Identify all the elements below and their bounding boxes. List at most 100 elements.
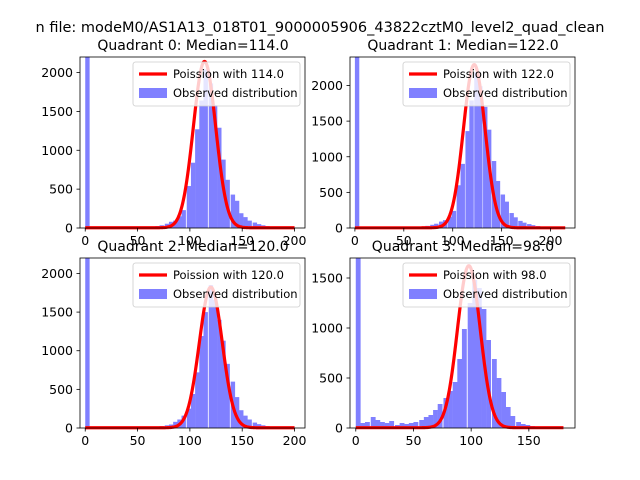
histogram-bar [354, 57, 360, 228]
histogram-bar [456, 185, 462, 228]
y-tick-label: 1000 [311, 149, 343, 164]
chart-legend: Poission with 98.0 Observed distribution [402, 262, 571, 308]
histogram-bar [239, 213, 244, 228]
y-tick-label: 1000 [41, 343, 73, 358]
histogram-bar [513, 217, 518, 228]
histogram-bar [433, 410, 438, 428]
histogram-bar [505, 407, 511, 428]
histogram-bar [186, 186, 192, 228]
y-tick-label: 0 [335, 421, 343, 436]
x-tick-label: 0 [351, 233, 359, 248]
histogram-bar [478, 86, 483, 229]
x-tick-label: 150 [230, 233, 254, 248]
histogram-bar [452, 382, 458, 428]
histogram-bar [85, 258, 90, 428]
y-tick-label: 1500 [41, 305, 73, 320]
histogram-bar [256, 224, 262, 228]
histogram-bar [252, 422, 258, 428]
histogram-bar [203, 312, 208, 428]
histogram-bar [181, 210, 186, 228]
y-tick-label: 2000 [41, 65, 73, 80]
legend-frame [402, 61, 571, 107]
histogram-bar [384, 423, 390, 428]
histogram-bar [85, 57, 90, 228]
legend-label-observed: Observed distribution [173, 287, 298, 301]
y-tick-label: 500 [319, 371, 343, 386]
histogram-bar [380, 422, 385, 428]
histogram-bar [476, 288, 482, 428]
histogram-bar [516, 422, 521, 428]
legend-label-observed: Observed distribution [443, 287, 568, 301]
histogram-bar [504, 201, 509, 228]
legend-swatch-observed [409, 289, 437, 299]
y-tick-label: 500 [319, 185, 343, 200]
y-tick-label: 500 [49, 182, 73, 197]
histogram-bar [472, 280, 478, 428]
x-tick-label: 50 [130, 233, 146, 248]
axes-frame [349, 56, 576, 229]
legend-frame [132, 61, 301, 107]
x-tick-label: 200 [283, 233, 307, 248]
histogram-bar [221, 340, 226, 428]
histogram-bar [247, 419, 252, 428]
histogram-bar [460, 163, 465, 228]
histogram-bar [203, 69, 208, 228]
legend-label-poisson: Poission with 122.0 [443, 67, 554, 81]
histogram-bar [195, 372, 200, 428]
axes-frame [79, 56, 306, 229]
histogram-bar [443, 398, 449, 428]
histogram-bar [437, 404, 443, 428]
y-tick-label: 0 [65, 221, 73, 236]
y-tick-label: 2000 [311, 78, 343, 93]
y-tick-label: 0 [335, 221, 343, 236]
histogram-bar [217, 127, 222, 228]
histogram-bar [451, 210, 457, 228]
histogram-bar [465, 131, 470, 228]
chart-legend: Poission with 114.0 Observed distributio… [132, 61, 301, 107]
histogram-bar [461, 329, 467, 428]
histogram-bar [186, 408, 192, 428]
legend-label-observed: Observed distribution [443, 86, 568, 100]
histogram-bar [419, 420, 425, 428]
x-tick-label: 100 [178, 233, 202, 248]
x-tick-label: 50 [130, 433, 146, 448]
y-tick-label: 1500 [311, 271, 343, 286]
histogram-bar [501, 392, 506, 428]
x-tick-label: 150 [230, 433, 254, 448]
y-tick-label: 1500 [311, 114, 343, 129]
histogram-bar [500, 194, 506, 228]
legend-frame [402, 262, 571, 308]
histogram-bar [469, 100, 474, 228]
histogram-bar [457, 359, 463, 428]
histogram-bar [389, 421, 395, 428]
histogram-bar [423, 417, 429, 428]
x-tick-label: 50 [406, 433, 422, 448]
histogram-bar [404, 424, 410, 428]
x-tick-label: 150 [517, 433, 541, 448]
histogram-bar [212, 299, 218, 428]
histogram-bar [177, 216, 182, 228]
histogram-bar [370, 417, 376, 428]
histogram-bar [234, 200, 240, 228]
histogram-bar [225, 363, 230, 428]
histogram-bar [365, 422, 370, 428]
histogram-bar [239, 410, 244, 428]
chart-title: Quadrant 3: Median=98.0 [372, 239, 554, 255]
histogram-bar [527, 224, 532, 228]
histogram-bar [495, 180, 501, 228]
histogram-bar [413, 422, 419, 428]
histogram-bar [510, 416, 516, 428]
legend-label-poisson: Poission with 114.0 [173, 67, 284, 81]
legend-label-observed: Observed distribution [173, 86, 298, 100]
histogram-bar [486, 129, 492, 228]
y-tick-label: 1500 [41, 104, 73, 119]
chart-legend: Poission with 122.0 Observed distributio… [402, 61, 571, 107]
x-tick-label: 50 [396, 233, 412, 248]
x-tick-label: 100 [441, 233, 465, 248]
legend-swatch-observed [139, 88, 167, 98]
